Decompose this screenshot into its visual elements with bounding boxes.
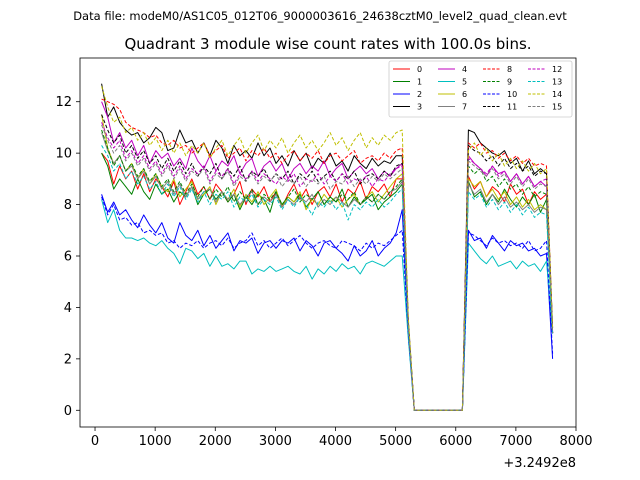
legend-box [388, 60, 573, 118]
series-line-10 [101, 196, 554, 411]
series-line-14 [101, 86, 554, 411]
axes-frame [79, 57, 577, 428]
y-tick-label-2: 2 [64, 352, 72, 367]
axes: 0 1000 2000 3000 4000 5000 6000 7000 80000246810… [55, 57, 593, 449]
series-line-5 [101, 199, 554, 411]
series-line-3 [101, 83, 554, 411]
legend-label-7: 7 [462, 103, 467, 112]
x-tick-label-7000: 7000 [499, 434, 532, 449]
series-line-11 [101, 114, 554, 411]
legend-label-13: 13 [552, 78, 562, 87]
x-tick-label-8000: 8000 [559, 434, 592, 449]
x-tick-label-5000: 5000 [379, 434, 412, 449]
series-line-9 [101, 129, 554, 411]
legend-label-11: 11 [507, 103, 517, 112]
series-line-15 [101, 124, 554, 411]
series-line-13 [101, 145, 554, 411]
chart-title: Quadrant 3 module wise count rates with … [124, 35, 531, 53]
y-tick-label-0: 0 [64, 404, 72, 419]
x-tick-label-3000: 3000 [259, 434, 292, 449]
legend-label-10: 10 [507, 90, 517, 99]
y-tick-label-4: 4 [64, 301, 72, 316]
series-line-7 [101, 132, 554, 411]
legend-label-4: 4 [462, 65, 467, 74]
legend-label-8: 8 [507, 65, 512, 74]
legend-label-0: 0 [417, 65, 422, 74]
legend-label-1: 1 [417, 78, 422, 87]
y-tick-label-8: 8 [64, 198, 72, 213]
legend-label-14: 14 [552, 90, 562, 99]
x-tick-label-2000: 2000 [199, 434, 232, 449]
suptitle: Data file: modeM0/AS1C05_012T06_90000036… [73, 9, 567, 23]
legend-label-3: 3 [417, 103, 422, 112]
x-tick-label-1000: 1000 [139, 434, 172, 449]
x-tick-label-6000: 6000 [439, 434, 472, 449]
x-tick-label-0: 0 [91, 434, 99, 449]
legend-label-12: 12 [552, 65, 562, 74]
legend-label-9: 9 [507, 78, 512, 87]
legend-label-2: 2 [417, 90, 422, 99]
series-line-12 [101, 122, 554, 411]
y-tick-label-12: 12 [55, 95, 72, 110]
legend-label-6: 6 [462, 90, 467, 99]
series-line-2 [101, 194, 554, 411]
plot-area [101, 83, 554, 411]
series-group [101, 83, 554, 411]
series-line-6 [101, 114, 554, 411]
legend-label-5: 5 [462, 78, 467, 87]
series-line-0 [101, 152, 554, 411]
x-offset-label: +3.2492e8 [503, 456, 576, 471]
series-line-8 [101, 98, 554, 411]
y-tick-label-10: 10 [55, 147, 72, 162]
legend-label-15: 15 [552, 103, 562, 112]
y-tick-label-6: 6 [64, 250, 72, 265]
x-tick-label-4000: 4000 [319, 434, 352, 449]
